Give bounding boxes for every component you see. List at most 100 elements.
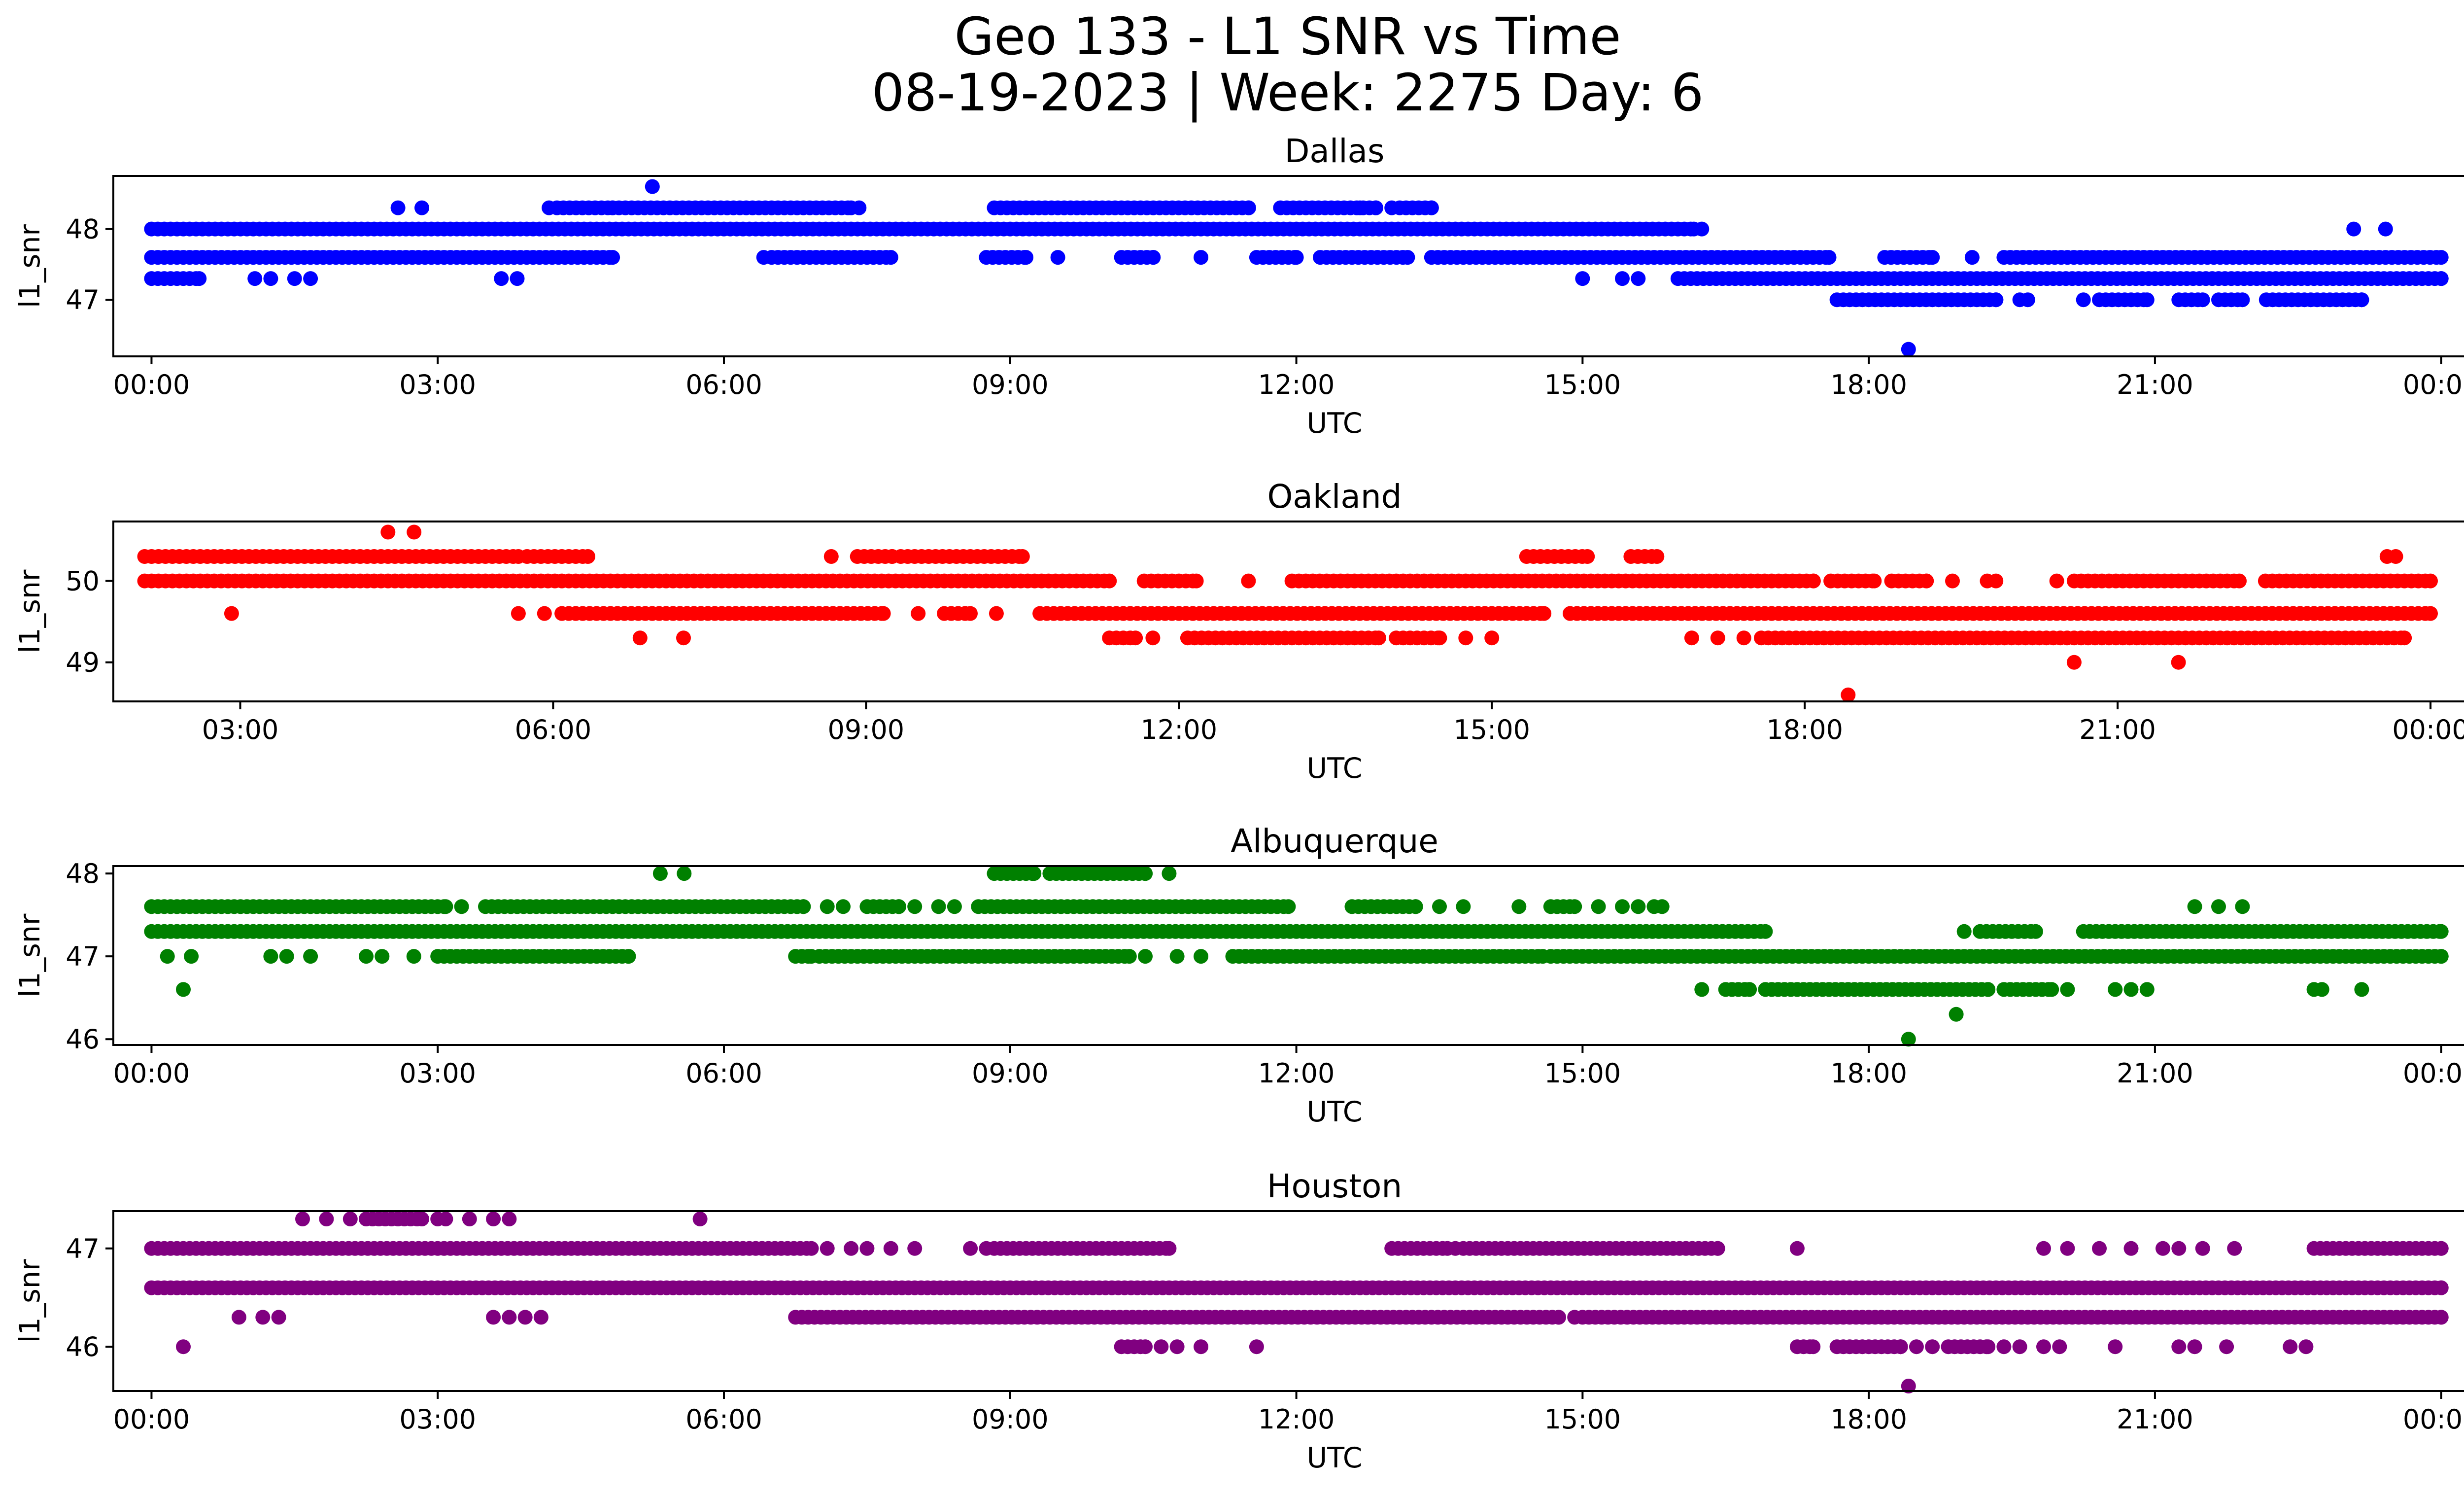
data-point	[511, 606, 526, 621]
x-tick-label: 21:00	[2117, 1404, 2193, 1435]
data-point	[2187, 1339, 2202, 1355]
data-point	[1027, 866, 1042, 881]
data-point	[2123, 982, 2139, 997]
data-point	[1162, 1241, 1177, 1256]
data-point	[2060, 982, 2075, 997]
data-point	[2423, 573, 2438, 589]
data-point	[1432, 630, 1447, 646]
subplot-title: Albuquerque	[1231, 822, 1438, 860]
data-point	[2314, 982, 2329, 997]
data-point	[438, 899, 453, 914]
data-points	[144, 866, 2449, 1047]
data-point	[2108, 982, 2123, 997]
x-tick-label: 09:00	[972, 1404, 1049, 1435]
axes-frame	[112, 1210, 2464, 1392]
y-axis-label: l1_snr	[14, 569, 46, 653]
x-tick-label: 00:00	[113, 1404, 190, 1435]
data-point	[2092, 1241, 2107, 1256]
data-point	[1736, 630, 1751, 646]
x-tick-label: 15:00	[1544, 369, 1621, 400]
x-tick-label: 00:00	[113, 1058, 190, 1089]
data-point	[255, 1310, 271, 1325]
data-point	[1154, 1339, 1169, 1355]
data-point	[1448, 1241, 1463, 1256]
data-point	[2388, 549, 2403, 564]
x-tick-label: 15:00	[1544, 1404, 1621, 1435]
data-point	[1456, 899, 1471, 914]
data-point	[1122, 949, 1137, 964]
data-point	[1631, 899, 1646, 914]
data-point	[1806, 1339, 1821, 1355]
data-point	[1169, 949, 1185, 964]
x-tick-label: 03:00	[399, 1404, 476, 1435]
data-point	[876, 606, 891, 621]
x-tick-label: 09:00	[972, 369, 1049, 400]
data-point	[2195, 1241, 2210, 1256]
data-point	[1371, 630, 1386, 646]
axes-frame	[112, 175, 2464, 357]
x-axis-label: UTC	[1307, 1096, 1363, 1128]
data-point	[1654, 899, 1670, 914]
y-tick-label: 47	[66, 284, 100, 315]
data-points	[137, 524, 2438, 702]
x-tick-label: 00:00	[2403, 369, 2464, 400]
data-point	[804, 1241, 819, 1256]
data-point	[645, 179, 660, 194]
x-tick-label: 06:00	[685, 1404, 762, 1435]
x-tick-label: 15:00	[1453, 714, 1530, 745]
data-point	[2235, 899, 2250, 914]
data-points	[144, 1212, 2449, 1393]
data-point	[1649, 549, 1665, 564]
data-point	[2012, 1339, 2027, 1355]
data-point	[1424, 200, 1439, 215]
data-point	[1169, 1339, 1185, 1355]
data-point	[271, 1310, 286, 1325]
data-point	[1146, 250, 1161, 265]
data-point	[1684, 630, 1699, 646]
x-axis-label: UTC	[1307, 407, 1363, 440]
data-point	[2139, 292, 2155, 308]
y-tick-label: 48	[66, 858, 100, 889]
data-point	[1901, 1379, 1916, 1393]
data-point	[2052, 1339, 2067, 1355]
data-point	[1945, 573, 1960, 589]
data-point	[1981, 1339, 1996, 1355]
data-point	[581, 549, 595, 564]
data-point	[1551, 1310, 1566, 1325]
data-point	[287, 271, 302, 286]
x-tick-label: 12:00	[1258, 369, 1335, 400]
data-point	[1710, 630, 1725, 646]
data-point	[2397, 630, 2412, 646]
data-point	[2232, 573, 2247, 589]
data-point	[1964, 250, 1980, 265]
x-tick-label: 06:00	[685, 1058, 762, 1089]
data-point	[1408, 899, 1423, 914]
data-point	[2433, 271, 2449, 286]
data-point	[1956, 924, 1972, 939]
data-point	[1901, 342, 1916, 357]
subplots: Dallas 00:00 03:00 06:00 09:00 12:00 15:00 18:0…	[14, 132, 2464, 1474]
x-axis-label: UTC	[1307, 752, 1363, 785]
data-point	[184, 949, 199, 964]
x-tick-label: 00:00	[2403, 1404, 2464, 1435]
data-point	[303, 271, 318, 286]
data-point	[1537, 606, 1552, 621]
data-point	[2235, 292, 2250, 308]
data-point	[859, 1241, 875, 1256]
data-point	[692, 1212, 708, 1226]
x-tick-label: 06:00	[685, 369, 762, 400]
data-point	[907, 899, 923, 914]
data-point	[605, 250, 620, 265]
data-point	[342, 1212, 358, 1226]
data-point	[844, 1241, 859, 1256]
figure-title: Geo 133 - L1 SNR vs Time	[954, 6, 1621, 67]
data-point	[1742, 982, 1757, 997]
data-point	[1821, 250, 1837, 265]
data-point	[1289, 250, 1304, 265]
data-point	[1806, 573, 1821, 589]
subplot-houston: Houston 00:00 03:00 06:00 09:00 12:00 15:00 18:…	[14, 1167, 2464, 1474]
data-point	[537, 606, 552, 621]
data-point	[1909, 1339, 1924, 1355]
data-point	[852, 200, 867, 215]
data-point	[517, 1310, 533, 1325]
